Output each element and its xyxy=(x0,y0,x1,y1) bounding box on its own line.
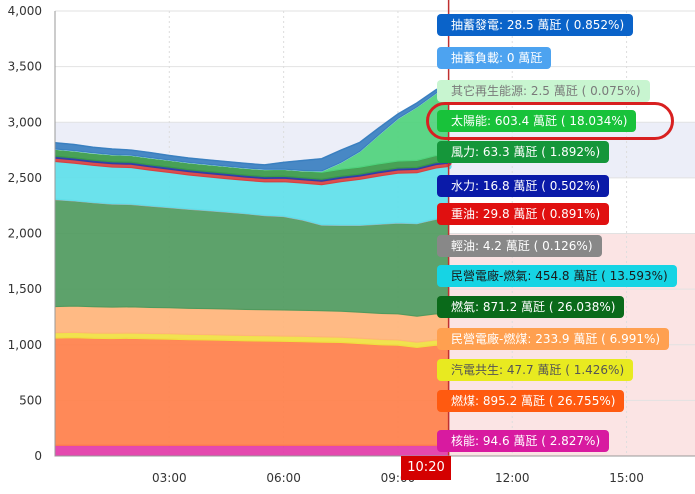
tooltip-item: 輕油: 4.2 萬瓩 ( 0.126%) xyxy=(437,235,602,257)
tooltip-item: 重油: 29.8 萬瓩 ( 0.891%) xyxy=(437,203,610,225)
y-axis: 0 500 1,000 1,500 2,000 2,500 3,000 3,500 4,000 xyxy=(8,4,56,463)
tooltip-item: 風力: 63.3 萬瓩 ( 1.892%) xyxy=(437,141,610,163)
tooltip-item: 抽蓄負載: 0 萬瓩 xyxy=(437,47,552,69)
tooltip-item: 燃氣: 871.2 萬瓩 ( 26.038%) xyxy=(437,296,625,318)
x-tick-label: 03:00 xyxy=(152,471,187,485)
tooltip-item: 其它再生能源: 2.5 萬瓩 ( 0.075%) xyxy=(437,80,650,102)
x-tick-label: 06:00 xyxy=(266,471,301,485)
tooltip-item: 抽蓄發電: 28.5 萬瓩 ( 0.852%) xyxy=(437,14,634,36)
tooltip-item: 民營電廠-燃煤: 233.9 萬瓩 ( 6.991%) xyxy=(437,328,670,350)
highlight-annotation xyxy=(426,102,674,140)
y-tick-label: 4,000 xyxy=(8,4,42,18)
tooltip-item: 水力: 16.8 萬瓩 ( 0.502%) xyxy=(437,175,610,197)
tooltip-item: 燃煤: 895.2 萬瓩 ( 26.755%) xyxy=(437,390,625,412)
tooltip-item: 核能: 94.6 萬瓩 ( 2.827%) xyxy=(437,430,610,452)
cursor-time-label: 10:20 xyxy=(401,456,451,480)
x-tick-label: 12:00 xyxy=(495,471,530,485)
area-核能 xyxy=(54,444,450,457)
line-抽蓄發電 xyxy=(54,83,449,166)
y-tick-label: 0 xyxy=(34,449,42,463)
tooltip-item: 汽電共生: 47.7 萬瓩 ( 1.426%) xyxy=(437,359,634,381)
y-tick-label: 1,500 xyxy=(8,282,42,296)
area-燃煤 xyxy=(54,337,450,446)
x-tick-label: 15:00 xyxy=(609,471,644,485)
y-tick-label: 3,500 xyxy=(8,60,42,74)
y-tick-label: 500 xyxy=(19,393,42,407)
tooltip-item: 民營電廠-燃氣: 454.8 萬瓩 ( 13.593%) xyxy=(437,265,677,287)
y-tick-label: 2,500 xyxy=(8,171,42,185)
y-tick-label: 1,000 xyxy=(8,338,42,352)
y-tick-label: 3,000 xyxy=(8,115,42,129)
y-tick-label: 2,000 xyxy=(8,227,42,241)
tooltip-item: 太陽能: 603.4 萬瓩 ( 18.034%) xyxy=(437,110,637,132)
